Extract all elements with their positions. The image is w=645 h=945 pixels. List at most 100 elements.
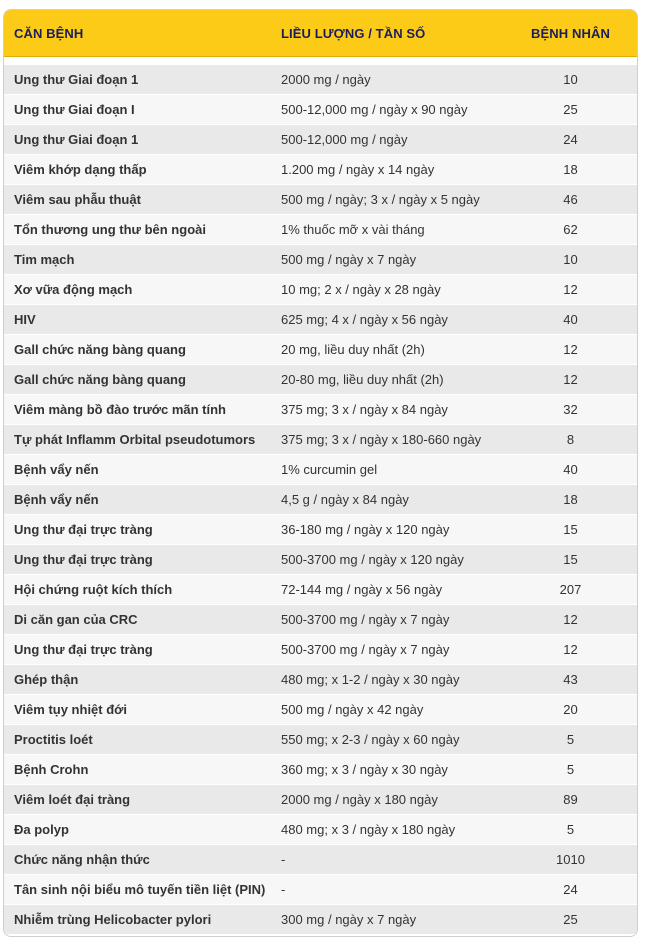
cell-dose: 72-144 mg / ngày x 56 ngày <box>281 582 443 597</box>
table-row: Bệnh vẩy nến 1% curcumin gel 40 <box>4 455 637 485</box>
table-row: Ung thư Giai đoạn 1 2000 mg / ngày 10 <box>4 65 637 95</box>
cell-dose: 500-3700 mg / ngày x 7 ngày <box>281 612 450 627</box>
cell-patients: 62 <box>563 222 578 237</box>
table-row: Tự phát Inflamm Orbital pseudotumors 375 … <box>4 425 637 455</box>
cell-patients: 207 <box>559 582 582 597</box>
cell-patients: 10 <box>563 252 578 267</box>
table-row: Viêm màng bồ đào trước mãn tính 375 mg; 3… <box>4 395 637 425</box>
cell-disease: Ung thư đại trực tràng <box>14 522 153 537</box>
table-row: Bệnh Crohn 360 mg; x 3 / ngày x 30 ngày 5 <box>4 755 637 785</box>
cell-disease: HIV <box>14 312 36 327</box>
cell-dose: 360 mg; x 3 / ngày x 30 ngày <box>281 762 448 777</box>
cell-dose: 20-80 mg, liều duy nhất (2h) <box>281 372 444 387</box>
cell-disease: Viêm màng bồ đào trước mãn tính <box>14 402 226 417</box>
table-row: Bệnh vẩy nến 4,5 g / ngày x 84 ngày 18 <box>4 485 637 515</box>
header-dose: LIỀU LƯỢNG / TẦN SỐ <box>281 25 426 41</box>
table-row: Xơ vữa động mạch 10 mg; 2 x / ngày x 28 n… <box>4 275 637 305</box>
cell-dose: 1.200 mg / ngày x 14 ngày <box>281 162 435 177</box>
table-row: Ung thư đại trực tràng 500-3700 mg / ngày… <box>4 635 637 665</box>
data-table: CĂN BỆNH LIỀU LƯỢNG / TẦN SỐ BỆNH NHÂN U… <box>3 9 638 937</box>
cell-patients: 8 <box>566 432 575 447</box>
cell-patients: 10 <box>563 72 578 87</box>
table-header: CĂN BỆNH LIỀU LƯỢNG / TẦN SỐ BỆNH NHÂN <box>4 10 637 57</box>
cell-disease: Tim mạch <box>14 252 75 267</box>
cell-dose: - <box>281 852 286 867</box>
cell-dose: 550 mg; x 2-3 / ngày x 60 ngày <box>281 732 460 747</box>
table-row: Viêm sau phẫu thuật 500 mg / ngày; 3 x / … <box>4 185 637 215</box>
cell-patients: 1010 <box>556 852 585 867</box>
cell-disease: Viêm tụy nhiệt đới <box>14 702 128 717</box>
cell-patients: 12 <box>563 282 578 297</box>
cell-dose: 2000 mg / ngày <box>281 72 371 87</box>
cell-dose: 500-3700 mg / ngày x 7 ngày <box>281 642 450 657</box>
table-row: Ghép thận 480 mg; x 1-2 / ngày x 30 ngày 4… <box>4 665 637 695</box>
cell-disease: Ghép thận <box>14 672 79 687</box>
cell-dose: 1% thuốc mỡ x vài tháng <box>281 222 425 237</box>
table-row: Nhiễm trùng Helicobacter pylori 300 mg / … <box>4 905 637 935</box>
cell-disease: Tổn thương ung thư bên ngoài <box>14 222 206 237</box>
cell-disease: Gall chức năng bàng quang <box>14 342 186 357</box>
table-row: Gall chức năng bàng quang 20 mg, liều duy… <box>4 335 637 365</box>
cell-dose: 36-180 mg / ngày x 120 ngày <box>281 522 450 537</box>
cell-patients: 20 <box>563 702 578 717</box>
cell-patients: 43 <box>563 672 578 687</box>
cell-patients: 12 <box>563 342 578 357</box>
table-row: Tim mạch 500 mg / ngày x 7 ngày 10 <box>4 245 637 275</box>
table-row: Hội chứng ruột kích thích 72-144 mg / ngà… <box>4 575 637 605</box>
cell-dose: 20 mg, liều duy nhất (2h) <box>281 342 425 357</box>
table-row: Ung thư Giai đoạn I 500-12,000 mg / ngày … <box>4 95 637 125</box>
cell-patients: 40 <box>563 462 578 477</box>
cell-disease: Nhiễm trùng Helicobacter pylori <box>14 912 212 927</box>
table-row: Di căn gan của CRC 500-3700 mg / ngày x 7… <box>4 605 637 635</box>
cell-dose: - <box>281 882 286 897</box>
cell-dose: 480 mg; x 3 / ngày x 180 ngày <box>281 822 456 837</box>
cell-patients: 24 <box>563 132 578 147</box>
cell-dose: 500 mg / ngày x 7 ngày <box>281 252 417 267</box>
table-row: Ung thư Giai đoạn 1 500-12,000 mg / ngày 2… <box>4 125 637 155</box>
cell-disease: Ung thư đại trực tràng <box>14 552 153 567</box>
cell-dose: 4,5 g / ngày x 84 ngày <box>281 492 409 507</box>
cell-disease: Gall chức năng bàng quang <box>14 372 186 387</box>
cell-patients: 25 <box>563 102 578 117</box>
cell-dose: 10 mg; 2 x / ngày x 28 ngày <box>281 282 441 297</box>
cell-disease: Ung thư Giai đoạn 1 <box>14 72 139 87</box>
cell-disease: Di căn gan của CRC <box>14 612 138 627</box>
table-row: Viêm tụy nhiệt đới 500 mg / ngày x 42 ngà… <box>4 695 637 725</box>
table-row: Proctitis loét 550 mg; x 2-3 / ngày x 60 … <box>4 725 637 755</box>
cell-patients: 18 <box>563 162 578 177</box>
cell-patients: 5 <box>566 822 575 837</box>
cell-patients: 32 <box>563 402 578 417</box>
cell-patients: 15 <box>563 522 578 537</box>
cell-dose: 375 mg; 3 x / ngày x 180-660 ngày <box>281 432 482 447</box>
cell-disease: Chức năng nhận thức <box>14 852 150 867</box>
cell-patients: 25 <box>563 912 578 927</box>
cell-dose: 500-12,000 mg / ngày x 90 ngày <box>281 102 468 117</box>
cell-patients: 12 <box>563 642 578 657</box>
cell-patients: 5 <box>566 762 575 777</box>
table-row: Đa polyp 480 mg; x 3 / ngày x 180 ngày 5 <box>4 815 637 845</box>
table-row: Viêm loét đại tràng 2000 mg / ngày x 180 … <box>4 785 637 815</box>
cell-disease: Viêm khớp dạng thấp <box>14 162 147 177</box>
cell-patients: 24 <box>563 882 578 897</box>
cell-patients: 5 <box>566 732 575 747</box>
cell-dose: 375 mg; 3 x / ngày x 84 ngày <box>281 402 448 417</box>
cell-patients: 40 <box>563 312 578 327</box>
table-row: Ung thư đại trực tràng 500-3700 mg / ngày… <box>4 545 637 575</box>
cell-disease: Proctitis loét <box>14 732 93 747</box>
cell-patients: 15 <box>563 552 578 567</box>
cell-disease: Viêm loét đại tràng <box>14 792 131 807</box>
cell-dose: 500-12,000 mg / ngày <box>281 132 408 147</box>
cell-disease: Hội chứng ruột kích thích <box>14 582 173 597</box>
cell-patients: 18 <box>563 492 578 507</box>
cell-disease: Tự phát Inflamm Orbital pseudotumors <box>14 432 256 447</box>
cell-disease: Đa polyp <box>14 822 69 837</box>
cell-disease: Bệnh Crohn <box>14 762 89 777</box>
cell-disease: Xơ vữa động mạch <box>14 282 133 297</box>
cell-disease: Ung thư Giai đoạn I <box>14 102 135 117</box>
cell-disease: Bệnh vẩy nến <box>14 492 99 507</box>
header-patients: BỆNH NHÂN <box>531 25 610 41</box>
table-row: Chức năng nhận thức - 1010 <box>4 845 637 875</box>
table-row: Viêm khớp dạng thấp 1.200 mg / ngày x 14 … <box>4 155 637 185</box>
cell-dose: 625 mg; 4 x / ngày x 56 ngày <box>281 312 448 327</box>
cell-dose: 2000 mg / ngày x 180 ngày <box>281 792 438 807</box>
